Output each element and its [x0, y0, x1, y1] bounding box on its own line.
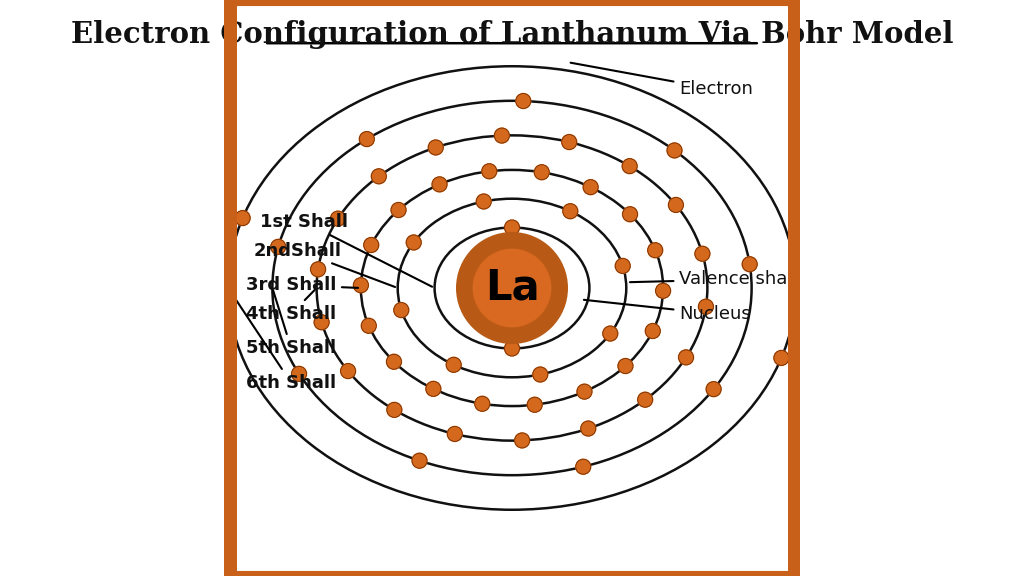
Circle shape [457, 233, 567, 343]
Text: Nucleus: Nucleus [584, 300, 751, 323]
Circle shape [361, 319, 376, 334]
Text: 6th Shall: 6th Shall [229, 290, 336, 392]
Circle shape [394, 302, 409, 317]
Text: 1st Shall: 1st Shall [260, 213, 432, 287]
Circle shape [669, 198, 683, 213]
Circle shape [581, 421, 596, 436]
Circle shape [516, 93, 530, 108]
Circle shape [562, 135, 577, 150]
Circle shape [292, 366, 306, 381]
Circle shape [563, 204, 578, 219]
Text: Electron Configuration of Lanthanum Via Bohr Model: Electron Configuration of Lanthanum Via … [71, 20, 953, 49]
Circle shape [577, 384, 592, 399]
Circle shape [623, 158, 637, 173]
Circle shape [476, 194, 492, 209]
Circle shape [774, 350, 788, 365]
Circle shape [387, 403, 401, 418]
Circle shape [270, 240, 286, 255]
Circle shape [532, 367, 548, 382]
Circle shape [505, 220, 519, 235]
Circle shape [617, 358, 633, 373]
Circle shape [412, 453, 427, 468]
Circle shape [391, 203, 407, 218]
Text: 3rd Shall: 3rd Shall [246, 276, 358, 294]
Text: 5th Shall: 5th Shall [246, 291, 336, 358]
Circle shape [359, 131, 375, 146]
Circle shape [495, 128, 509, 143]
Circle shape [428, 140, 443, 155]
Circle shape [527, 397, 543, 412]
Circle shape [473, 249, 551, 327]
Text: 4th Shall: 4th Shall [246, 290, 336, 323]
Text: La: La [484, 267, 540, 309]
Text: 2ndShall: 2ndShall [254, 241, 395, 287]
Circle shape [341, 363, 355, 378]
Circle shape [515, 433, 529, 448]
Text: Electron: Electron [570, 63, 753, 98]
Circle shape [623, 207, 638, 222]
Circle shape [386, 354, 401, 369]
Circle shape [535, 165, 549, 180]
Circle shape [446, 357, 461, 372]
Text: Valence shall: Valence shall [630, 270, 798, 289]
Circle shape [638, 392, 652, 407]
Circle shape [575, 459, 591, 474]
Circle shape [331, 211, 345, 226]
Circle shape [447, 426, 462, 441]
Circle shape [475, 396, 489, 411]
Circle shape [645, 324, 660, 339]
Circle shape [314, 314, 329, 329]
Circle shape [432, 177, 447, 192]
Circle shape [505, 341, 519, 356]
Circle shape [707, 382, 721, 397]
Circle shape [310, 262, 326, 277]
Circle shape [655, 283, 671, 298]
Circle shape [426, 381, 441, 396]
Circle shape [372, 169, 386, 184]
Circle shape [698, 299, 714, 314]
Circle shape [615, 259, 630, 274]
Circle shape [603, 326, 617, 341]
Circle shape [353, 278, 369, 293]
Circle shape [236, 211, 250, 226]
Circle shape [364, 237, 379, 252]
Circle shape [679, 350, 693, 365]
Circle shape [695, 247, 710, 262]
Circle shape [407, 235, 421, 250]
Circle shape [481, 164, 497, 179]
Circle shape [667, 143, 682, 158]
Circle shape [648, 242, 663, 257]
Circle shape [583, 180, 598, 195]
Circle shape [742, 257, 757, 272]
